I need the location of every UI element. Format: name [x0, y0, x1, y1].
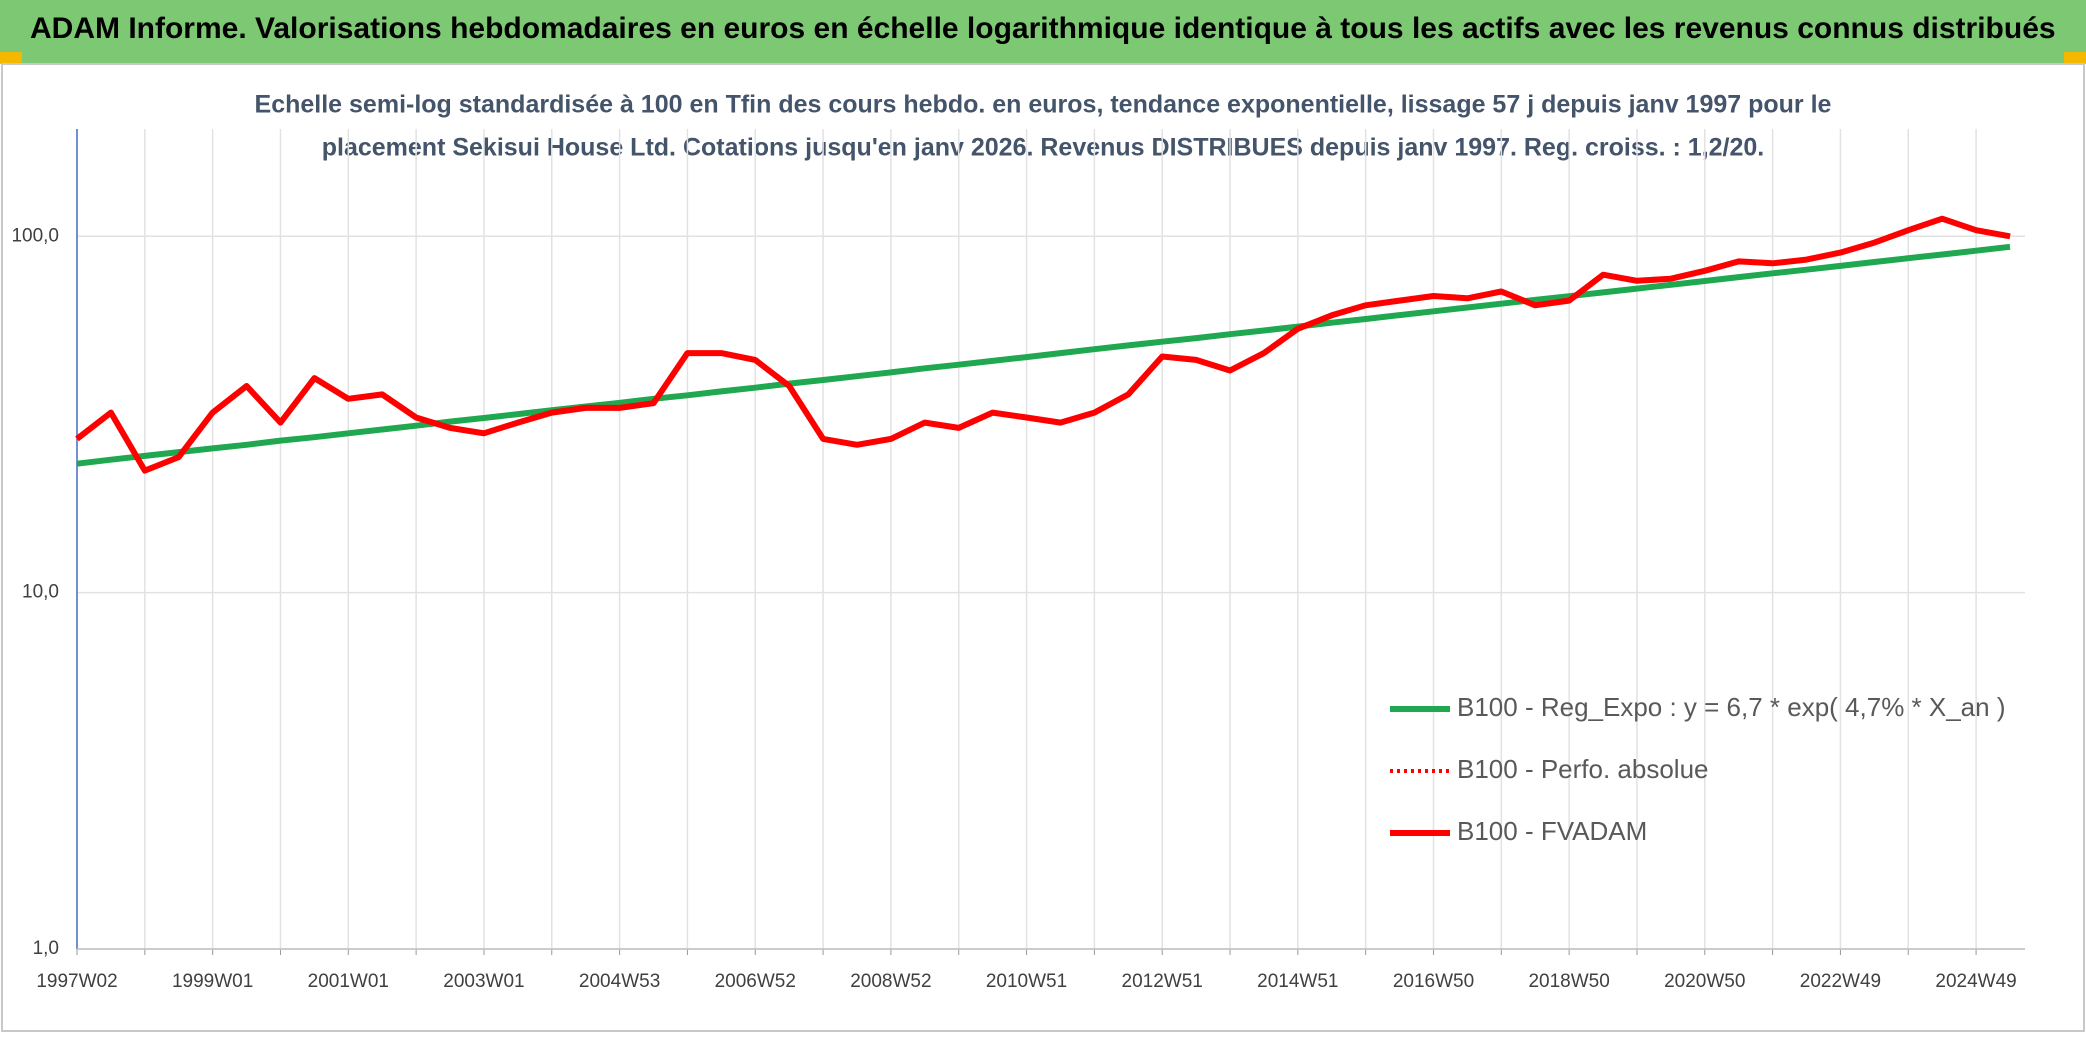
x-tick-label: 2006W52 — [715, 971, 796, 992]
legend-label: B100 - Reg_Expo : y = 6,7 * exp( 4,7% * … — [1457, 692, 2006, 722]
x-tick-label: 2012W51 — [1122, 971, 1203, 992]
x-tick-label: 2020W50 — [1664, 971, 1745, 992]
x-tick-label: 2008W52 — [850, 971, 931, 992]
y-tick-label: 1,0 — [33, 938, 59, 959]
subtitle: placement Sekisui House Ltd. Cotations j… — [322, 134, 1765, 162]
title-bar — [0, 0, 2086, 64]
x-tick-label: 2014W51 — [1257, 971, 1338, 992]
y-tick-label: 10,0 — [22, 582, 59, 603]
subtitle: Echelle semi-log standardisée à 100 en T… — [255, 91, 1832, 119]
x-tick-label: 2018W50 — [1528, 971, 1609, 992]
corner — [2064, 52, 2086, 64]
chart-title: ADAM Informe. Valorisations hebdomadaire… — [30, 12, 2056, 45]
plot-frame — [1, 63, 2085, 1032]
x-tick-label: 2016W50 — [1393, 971, 1474, 992]
x-tick-label: 2004W53 — [579, 971, 660, 992]
x-tick-label: 1997W02 — [36, 971, 117, 992]
legend-label: B100 - Perfo. absolue — [1457, 754, 1709, 784]
x-tick-label: 1999W01 — [172, 971, 253, 992]
x-tick-label: 2001W01 — [308, 971, 389, 992]
x-tick-label: 2010W51 — [986, 971, 1067, 992]
x-tick-label: 2024W49 — [1935, 971, 2016, 992]
legend-label: B100 - FVADAM — [1457, 816, 1647, 846]
x-tick-label: 2022W49 — [1800, 971, 1881, 992]
x-tick-label: 2003W01 — [443, 971, 524, 992]
corner — [0, 52, 22, 64]
series-line — [76, 243, 2011, 467]
series-line — [75, 215, 2011, 474]
y-tick-label: 100,0 — [11, 225, 59, 246]
